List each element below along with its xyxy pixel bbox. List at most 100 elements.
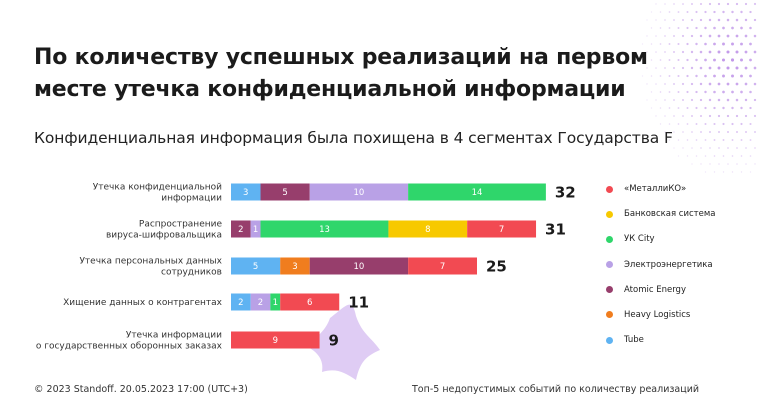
- legend-label: УК City: [624, 234, 655, 245]
- decoration-dot: [646, 35, 648, 37]
- legend-item: Tube: [606, 334, 756, 346]
- category-label-line: Хищение данных о контрагентах: [63, 298, 223, 308]
- bar-segment: [231, 293, 251, 311]
- category-label: Распространение вируса-шифровальщика: [106, 220, 223, 241]
- decoration-dot: [754, 131, 756, 133]
- decoration-dot: [677, 11, 680, 13]
- legend-label: Электроэнергетика: [624, 259, 713, 270]
- decoration-dot: [681, 98, 685, 102]
- decoration-dot: [753, 18, 757, 22]
- decoration-dot: [708, 34, 712, 38]
- decoration-dot: [668, 107, 671, 109]
- segment-value-label: 13: [319, 225, 330, 235]
- segment-value-label: 10: [354, 188, 365, 198]
- bar-segment: [260, 220, 389, 238]
- decoration-dot: [726, 130, 730, 134]
- page-subtitle: Конфиденциальная информация была похищен…: [34, 129, 673, 147]
- decoration-dot: [695, 74, 698, 78]
- decoration-dot: [655, 115, 657, 117]
- bar-total-label: 9: [329, 332, 339, 350]
- legend-item: «МеталлиКО»: [606, 183, 756, 195]
- bar-segment: [260, 183, 310, 201]
- bar-segment: [250, 293, 271, 311]
- decoration-dot: [695, 58, 698, 62]
- decoration-dot: [673, 131, 675, 133]
- decoration-dot: [713, 42, 716, 46]
- decoration-dot: [731, 42, 734, 46]
- decoration-dot: [704, 26, 707, 30]
- decoration-dot: [699, 66, 703, 70]
- decoration-dot: [668, 11, 671, 13]
- decoration-dot: [722, 42, 725, 46]
- bar-total-label: 11: [348, 294, 369, 312]
- category-label: Утечка конфиденциальной информации: [93, 183, 222, 204]
- decoration-dot: [700, 163, 702, 165]
- decoration-dot: [691, 115, 693, 117]
- bar-total-label: 32: [555, 184, 576, 202]
- decoration-dot: [749, 10, 752, 14]
- decoration-dot: [664, 3, 666, 5]
- decoration-dot: [695, 123, 698, 125]
- decoration-dot: [753, 2, 757, 6]
- decoration-dot: [708, 98, 712, 102]
- category-label-line: Утечка конфиденциальной: [93, 183, 222, 193]
- legend-swatch: [606, 286, 613, 294]
- decoration-dot: [686, 106, 689, 110]
- category-label: Утечка персональных данных сотрудников: [79, 257, 222, 278]
- bar-segment: [408, 183, 546, 201]
- decoration-dot: [726, 114, 730, 118]
- decoration-dot: [717, 66, 721, 70]
- legend-label: «МеталлиКО»: [624, 184, 687, 194]
- decoration-dot: [664, 115, 666, 117]
- bar-segment: [309, 257, 409, 275]
- decoration-dot: [690, 82, 694, 86]
- legend-swatch: [606, 235, 613, 243]
- decoration-dot: [730, 58, 735, 62]
- decoration-dot: [695, 139, 698, 141]
- decoration-dot: [713, 139, 716, 141]
- legend-swatch: [606, 185, 613, 193]
- decoration-dot: [740, 74, 743, 78]
- decoration-dot: [731, 139, 734, 141]
- decoration-dot: [740, 90, 743, 94]
- decoration-dot: [695, 10, 698, 14]
- decoration-dot: [749, 90, 752, 94]
- decoration-dot: [731, 155, 734, 157]
- decoration-dot: [673, 35, 675, 37]
- decoration-dot: [749, 155, 752, 157]
- decoration-dot: [735, 130, 739, 134]
- decoration-dot: [686, 123, 689, 125]
- decoration-dot: [686, 155, 689, 157]
- decoration-dot: [699, 82, 703, 86]
- decoration-dot: [664, 35, 666, 37]
- decoration-dot: [668, 123, 671, 125]
- decoration-dot: [744, 82, 748, 86]
- decoration-dot: [717, 98, 721, 102]
- decoration-dot: [677, 91, 680, 93]
- decoration-dot: [691, 131, 693, 133]
- decoration-dot: [754, 147, 756, 149]
- decoration-dot: [681, 50, 685, 54]
- decoration-dot: [704, 139, 707, 141]
- decoration-dot: [753, 114, 757, 118]
- decoration-dot: [744, 114, 748, 118]
- decoration-dot: [753, 50, 757, 54]
- decoration-dot: [740, 106, 743, 110]
- decoration-dot: [735, 18, 739, 22]
- decoration-dot: [726, 2, 730, 6]
- decoration-dot: [695, 155, 698, 157]
- decoration-dot: [659, 123, 662, 125]
- category-label-line: Утечка информации: [126, 331, 222, 341]
- decoration-dot: [704, 122, 707, 126]
- decoration-dot: [753, 98, 757, 102]
- category-label-line: Распространение: [139, 220, 223, 230]
- decoration-dot: [686, 10, 689, 14]
- decoration-dot: [722, 90, 725, 94]
- decoration-dot: [744, 98, 748, 102]
- decoration-dot: [722, 139, 725, 141]
- decoration-dot: [731, 122, 734, 126]
- bar-segment: [388, 220, 468, 238]
- segment-value-label: 2: [258, 298, 263, 308]
- decoration-dot: [677, 27, 680, 29]
